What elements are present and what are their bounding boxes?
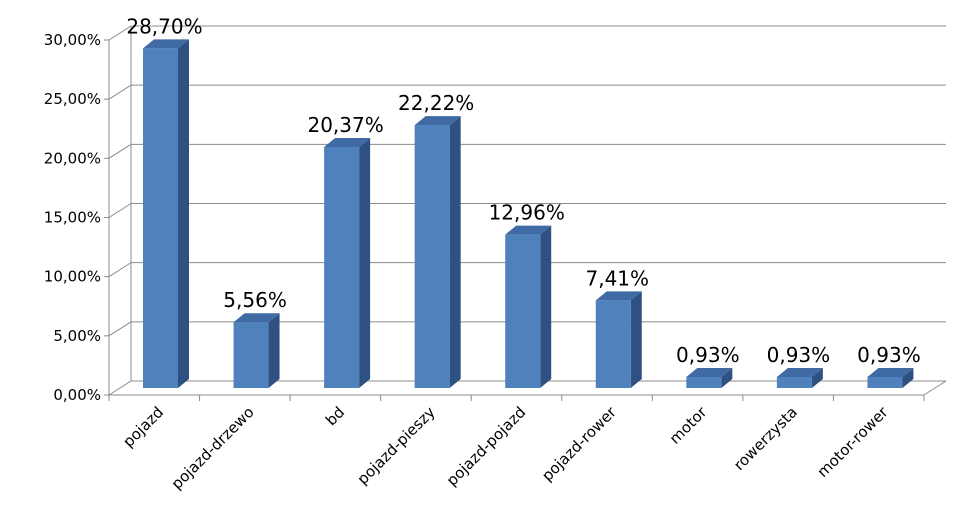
data-label: 5,56% (223, 288, 287, 312)
bar-front (776, 376, 812, 388)
bar-side (178, 39, 189, 389)
bar (505, 225, 552, 388)
y-tick-label: 15,00% (44, 209, 101, 227)
category-label: pojazd-rower (538, 403, 620, 485)
bars (143, 39, 914, 389)
data-label: 0,93% (857, 343, 921, 367)
bar (595, 291, 642, 388)
category-label: motor-rower (814, 403, 892, 481)
floor-right-edge (923, 380, 947, 396)
y-tick-label: 0,00% (53, 386, 101, 404)
data-label: 22,22% (398, 91, 474, 115)
bar-side (268, 313, 280, 388)
bar-front (595, 300, 631, 388)
bar-top (324, 137, 371, 147)
y-tick-label: 10,00% (44, 268, 101, 286)
bar-top (143, 39, 189, 49)
data-label: 12,96% (489, 201, 565, 225)
bar (686, 367, 733, 388)
category-label: pojazd-drzewo (168, 403, 258, 493)
y-tick-label: 5,00% (53, 327, 101, 345)
data-label: 7,41% (586, 266, 650, 290)
bar-top (595, 291, 642, 301)
bar-top (867, 367, 914, 377)
gridline (108, 84, 946, 100)
bar-top (233, 313, 280, 323)
bar (324, 137, 371, 388)
data-label: 0,93% (767, 343, 831, 367)
bar-front (505, 234, 541, 388)
bar (776, 367, 823, 388)
category-label: pojazd-pieszy (354, 403, 439, 488)
bar-top (776, 367, 823, 377)
bar-top (414, 116, 461, 126)
category-label: bd (322, 403, 348, 429)
y-tick-label: 20,00% (44, 149, 101, 167)
axes (104, 26, 947, 401)
bar-side (902, 367, 914, 388)
bar-front (867, 376, 903, 388)
y-tick-label: 25,00% (44, 90, 101, 108)
data-label: 28,70% (126, 14, 202, 38)
bar-front (233, 322, 269, 388)
category-label: pojazd-pojazd (443, 403, 529, 489)
bar-side (721, 367, 733, 388)
bar-top (686, 367, 733, 377)
category-label: motor (666, 403, 711, 448)
bar (143, 39, 189, 389)
y-tick-label: 30,00% (44, 31, 101, 49)
bar-front (686, 376, 722, 388)
bar-front (414, 125, 450, 389)
bar-front (143, 48, 178, 389)
bar-front (324, 146, 360, 388)
bar-side (540, 225, 552, 388)
gridline (108, 25, 946, 41)
bar (867, 367, 914, 388)
data-label: 0,93% (676, 343, 740, 367)
gridline (108, 143, 946, 159)
data-label: 20,37% (307, 113, 383, 137)
bar-side (630, 291, 642, 388)
bar-top (505, 225, 552, 235)
bar-side (811, 367, 823, 388)
bar-side (359, 137, 371, 388)
category-label: rowerzysta (730, 403, 801, 474)
bar (414, 116, 461, 389)
bar-side (449, 116, 461, 389)
category-label: pojazd (119, 403, 167, 451)
bar (233, 313, 280, 388)
